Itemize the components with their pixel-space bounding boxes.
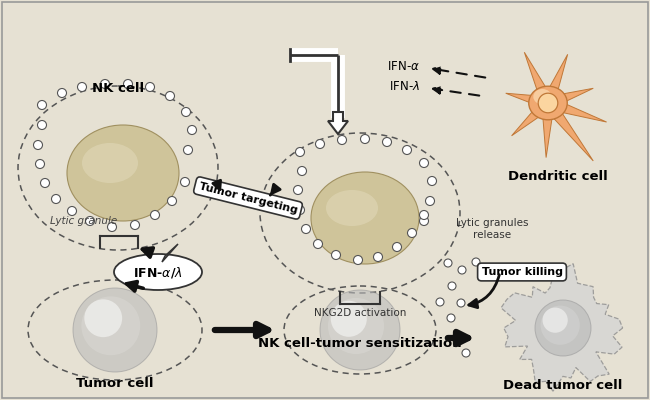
Circle shape	[374, 252, 382, 262]
Circle shape	[73, 288, 157, 372]
Circle shape	[408, 228, 417, 238]
Circle shape	[320, 290, 400, 370]
FancyArrow shape	[328, 112, 348, 134]
Circle shape	[34, 140, 42, 150]
Circle shape	[166, 92, 174, 100]
Polygon shape	[546, 97, 606, 122]
Circle shape	[419, 210, 428, 220]
Circle shape	[101, 80, 109, 88]
Text: IFN-$\alpha$: IFN-$\alpha$	[387, 60, 420, 72]
Circle shape	[168, 196, 177, 206]
Circle shape	[361, 134, 369, 144]
Circle shape	[436, 298, 444, 306]
Circle shape	[328, 298, 384, 354]
Circle shape	[337, 136, 346, 144]
Polygon shape	[542, 54, 567, 105]
Circle shape	[382, 138, 391, 146]
Circle shape	[444, 259, 452, 267]
Circle shape	[448, 282, 456, 290]
Ellipse shape	[528, 86, 567, 120]
Text: Dead tumor cell: Dead tumor cell	[503, 379, 623, 392]
Circle shape	[131, 220, 140, 230]
Circle shape	[315, 140, 324, 148]
Circle shape	[294, 186, 302, 194]
Circle shape	[331, 301, 367, 337]
Circle shape	[543, 308, 567, 333]
Circle shape	[419, 158, 428, 168]
Circle shape	[40, 178, 49, 188]
Polygon shape	[546, 88, 593, 109]
Circle shape	[447, 314, 455, 322]
Polygon shape	[543, 99, 593, 161]
Polygon shape	[501, 264, 623, 391]
Circle shape	[402, 146, 411, 154]
Circle shape	[183, 146, 192, 154]
Circle shape	[36, 160, 44, 168]
Circle shape	[151, 210, 159, 220]
Circle shape	[354, 256, 363, 264]
Circle shape	[419, 216, 428, 226]
Polygon shape	[541, 103, 554, 158]
Text: Tumor cell: Tumor cell	[76, 377, 154, 390]
Polygon shape	[162, 244, 178, 262]
Circle shape	[298, 166, 307, 176]
Circle shape	[458, 266, 466, 274]
Circle shape	[68, 206, 77, 216]
Text: Dendritic cell: Dendritic cell	[508, 170, 608, 183]
Text: Lytic granule: Lytic granule	[50, 216, 117, 226]
Circle shape	[426, 196, 434, 206]
Circle shape	[86, 216, 94, 226]
Circle shape	[38, 120, 47, 130]
Circle shape	[472, 258, 480, 266]
Circle shape	[296, 206, 304, 214]
Ellipse shape	[114, 254, 202, 290]
Circle shape	[107, 222, 116, 232]
Polygon shape	[512, 98, 552, 136]
Circle shape	[77, 82, 86, 92]
Circle shape	[146, 82, 155, 92]
Circle shape	[462, 349, 470, 357]
Circle shape	[535, 300, 591, 356]
Circle shape	[38, 100, 47, 110]
Circle shape	[181, 108, 190, 116]
Text: NKG2D activation: NKG2D activation	[314, 308, 406, 318]
Circle shape	[541, 306, 580, 345]
Text: Tumor targeting: Tumor targeting	[198, 181, 298, 215]
Circle shape	[84, 299, 122, 337]
Text: NK cell: NK cell	[92, 82, 144, 95]
Text: IFN-$\alpha$/$\lambda$: IFN-$\alpha$/$\lambda$	[133, 264, 183, 280]
Circle shape	[332, 250, 341, 260]
Circle shape	[452, 334, 460, 342]
Circle shape	[181, 178, 190, 186]
Circle shape	[393, 242, 402, 252]
Circle shape	[51, 194, 60, 204]
Circle shape	[428, 176, 437, 186]
Ellipse shape	[326, 190, 378, 226]
Ellipse shape	[67, 125, 179, 221]
Circle shape	[538, 93, 558, 113]
Text: Tumor killing: Tumor killing	[482, 267, 562, 277]
Text: IFN-$\lambda$: IFN-$\lambda$	[389, 80, 420, 92]
Circle shape	[457, 299, 465, 307]
Polygon shape	[525, 52, 554, 106]
Text: Lytic granules
release: Lytic granules release	[456, 218, 528, 240]
Ellipse shape	[82, 143, 138, 183]
Circle shape	[313, 240, 322, 248]
Ellipse shape	[533, 89, 551, 104]
Circle shape	[302, 224, 311, 234]
Circle shape	[81, 296, 140, 355]
Ellipse shape	[311, 172, 419, 264]
Circle shape	[57, 88, 66, 98]
Circle shape	[187, 126, 196, 134]
Text: NK cell-tumor sensitization: NK cell-tumor sensitization	[258, 337, 462, 350]
Circle shape	[124, 80, 133, 88]
Polygon shape	[506, 93, 549, 109]
Circle shape	[296, 148, 304, 156]
